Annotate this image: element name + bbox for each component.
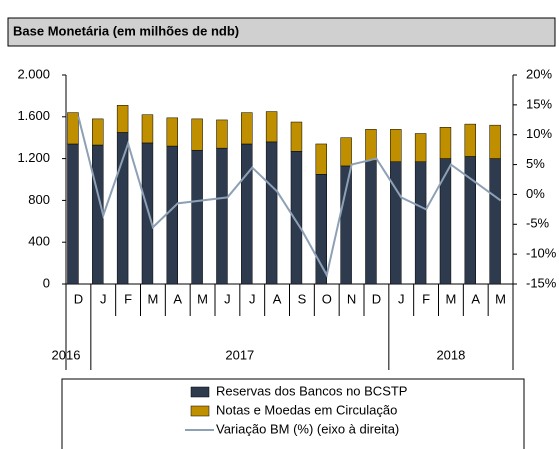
y2-tick-label: 20% xyxy=(526,66,552,81)
legend-swatch xyxy=(190,386,210,398)
y-tick-label: 1.200 xyxy=(17,150,50,165)
bar xyxy=(141,114,154,144)
y2-tick-label: 15% xyxy=(526,96,552,111)
bar xyxy=(414,133,427,162)
legend xyxy=(61,378,525,449)
x-tick-label: J xyxy=(249,291,256,306)
bar xyxy=(390,129,402,162)
bar xyxy=(265,141,278,285)
bar xyxy=(67,143,79,285)
y-tick-label: 1.600 xyxy=(17,108,50,123)
line xyxy=(77,116,502,278)
y-tick-label: 800 xyxy=(28,192,50,207)
y2-tick-label: 5% xyxy=(526,156,545,171)
year-label: 2016 xyxy=(52,347,81,362)
x-tick-label: S xyxy=(298,291,307,306)
bar xyxy=(216,119,228,149)
legend-label: Reservas dos Bancos no BCSTP xyxy=(216,383,407,398)
bar xyxy=(191,149,203,285)
x-tick-label: F xyxy=(422,291,430,306)
year-label: 2017 xyxy=(225,347,254,362)
x-tick-label: J xyxy=(224,291,231,306)
x-tick-label: M xyxy=(495,291,506,306)
bar xyxy=(265,111,278,143)
bar xyxy=(290,121,303,152)
bar xyxy=(166,117,178,147)
x-tick-label: A xyxy=(273,291,282,306)
bar xyxy=(414,161,427,285)
y-tick-label: 0 xyxy=(43,275,50,290)
x-tick-label: A xyxy=(173,291,182,306)
y2-tick-label: -5% xyxy=(526,216,550,231)
x-tick-label: A xyxy=(471,291,480,306)
x-tick-label: D xyxy=(372,291,381,306)
bar xyxy=(315,143,327,175)
bar xyxy=(141,142,154,285)
legend-label: Variação BM (%) (eixo à direita) xyxy=(216,421,399,436)
bar xyxy=(439,158,452,285)
x-tick-label: F xyxy=(124,291,132,306)
bar xyxy=(315,174,327,285)
bar xyxy=(464,123,476,157)
bar xyxy=(290,151,303,285)
y-tick-label: 400 xyxy=(28,234,50,249)
bar xyxy=(340,165,352,285)
chart-title: Base Monetária (em milhões de ndb) xyxy=(13,23,239,38)
title-bar xyxy=(7,17,556,47)
y2-tick-label: 10% xyxy=(526,126,552,141)
bar xyxy=(116,105,129,133)
bar xyxy=(340,137,352,167)
bar xyxy=(365,129,377,161)
legend-label: Notas e Moedas em Circulação xyxy=(216,402,397,417)
bar xyxy=(92,118,104,146)
bar xyxy=(365,160,377,285)
x-tick-label: M xyxy=(445,291,456,306)
x-tick-label: J xyxy=(100,291,107,306)
x-tick-label: J xyxy=(398,291,405,306)
legend-swatch xyxy=(190,405,210,417)
bar xyxy=(216,147,228,285)
y-tick-label: 2.000 xyxy=(17,66,50,81)
bar xyxy=(116,132,129,285)
bar xyxy=(241,112,253,145)
bar xyxy=(439,127,452,159)
bar xyxy=(92,144,104,285)
y2-tick-label: -10% xyxy=(526,246,557,261)
x-tick-label: D xyxy=(74,291,83,306)
x-tick-label: M xyxy=(197,291,208,306)
bar xyxy=(390,161,402,285)
x-tick-label: M xyxy=(147,291,158,306)
bar xyxy=(489,158,501,285)
y2-tick-label: 0% xyxy=(526,186,545,201)
bar xyxy=(67,112,79,145)
year-label: 2018 xyxy=(436,347,465,362)
bar xyxy=(191,118,203,151)
bar xyxy=(241,143,253,285)
x-tick-label: N xyxy=(347,291,356,306)
bar xyxy=(489,124,501,159)
bar xyxy=(166,145,178,285)
y2-tick-label: -15% xyxy=(526,275,557,290)
x-tick-label: O xyxy=(322,291,332,306)
